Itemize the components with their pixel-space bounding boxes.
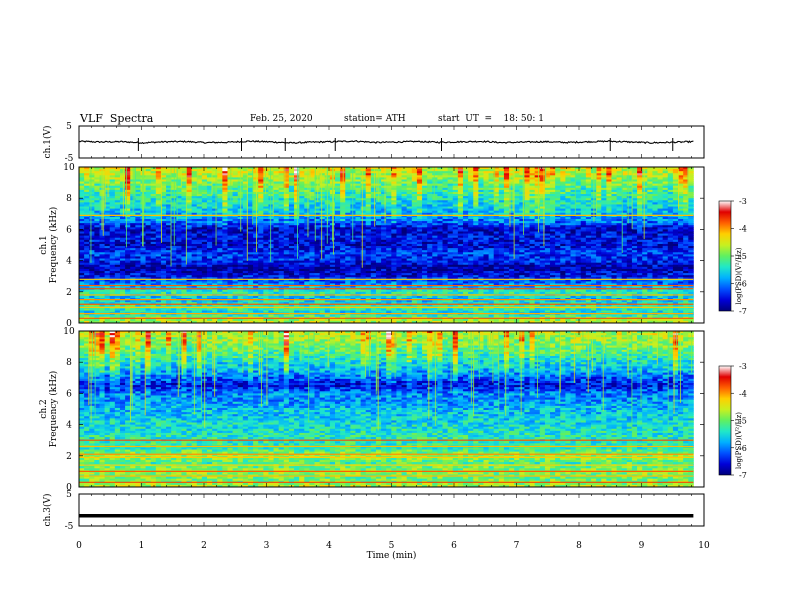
ch1-spectrogram-y-tick-label: 0	[66, 319, 72, 329]
ch2-spectrogram-colorbar	[718, 365, 732, 476]
ch1-y-tick-label: -5	[65, 154, 74, 164]
ch1-spectrogram-colorbar-tick-label: -3	[739, 197, 747, 206]
ch2-spectrogram-y-tick-label: 8	[66, 358, 72, 368]
ch1-spectrogram-colorbar	[718, 200, 732, 312]
ch2-spectrogram-colorbar-label: log(PSD)(V²/Hz)	[735, 412, 743, 469]
ch1-y-axis-label: ch.1(V)	[42, 126, 53, 159]
ch1-spectrogram-y-tick-label: 10	[63, 163, 75, 173]
figure-title: VLF Spectra	[80, 112, 154, 125]
ch1-spectrogram-cells	[79, 167, 694, 324]
x-tick-label: 4	[326, 541, 332, 551]
x-tick-label: 9	[639, 541, 645, 551]
x-tick-label: 3	[264, 541, 270, 551]
ch1-spectrogram-y-tick-label: 2	[66, 288, 72, 298]
ch2-spectrogram-colorbar-tick-label: -7	[739, 471, 747, 480]
ch1-spectrogram-colorbar-tick-label: -5	[739, 252, 747, 261]
ch2-spectrogram-y-tick-label: 10	[63, 327, 75, 337]
ch1-spectrogram-y-tick-label: 4	[66, 257, 72, 267]
ch3-y-tick-label: -5	[65, 522, 74, 532]
x-tick-label: 2	[201, 541, 207, 551]
ch1-spectrogram-channel-label: ch.1	[39, 235, 49, 254]
ch1-spectrogram-colorbar-tick-label: -4	[739, 225, 747, 234]
ch2-spectrogram-colorbar-tick-label: -4	[739, 389, 747, 398]
x-tick-label: 10	[698, 541, 710, 551]
ch1-spectrogram-colorbar-tick-label: -7	[739, 307, 747, 316]
ch1-spectrogram-y-tick-label: 6	[66, 225, 72, 235]
x-tick-label: 0	[76, 541, 82, 551]
ch3-waveform-frame	[78, 493, 705, 527]
ch1-spectrogram-colorbar-label: log(PSD)(V²/Hz)	[735, 247, 743, 304]
x-axis-label: Time (min)	[367, 550, 417, 561]
x-tick-label: 8	[576, 541, 582, 551]
ch1-waveform-line	[78, 139, 694, 145]
ch1-spectrogram-y-axis-label: Frequency (kHz)	[48, 207, 59, 284]
ch1-spectrogram-colorbar-tick-label: -6	[739, 280, 747, 289]
ch1-spectrogram-y-tick-label: 8	[66, 194, 72, 204]
ch2-spectrogram-colorbar-tick-label: -3	[739, 362, 747, 371]
x-tick-label: 6	[451, 541, 457, 551]
ch2-spectrogram-y-tick-label: 4	[66, 421, 72, 431]
ch3-y-axis-label: ch.3(V)	[42, 494, 53, 527]
x-tick-label: 7	[514, 541, 520, 551]
ch2-spectrogram-y-tick-label: 6	[66, 389, 72, 399]
ch2-spectrogram-y-tick-label: 2	[66, 452, 72, 462]
x-tick-label: 5	[389, 541, 395, 551]
x-tick-label: 1	[139, 541, 145, 551]
date-label: Feb. 25, 2020	[250, 114, 313, 124]
station-label: station= ATH	[344, 114, 406, 124]
ch2-spectrogram-y-tick-label: 0	[66, 483, 72, 493]
start-time-label: start UT = 18: 50: 1	[438, 114, 544, 124]
ch2-spectrogram-channel-label: ch.2	[39, 399, 49, 418]
ch2-spectrogram-colorbar-tick-label: -6	[739, 444, 747, 453]
ch2-spectrogram-colorbar-tick-label: -5	[739, 417, 747, 426]
ch1-y-tick-label: 5	[66, 122, 72, 132]
ch2-spectrogram-y-axis-label: Frequency (kHz)	[48, 371, 59, 448]
ch2-spectrogram-cells	[79, 331, 694, 488]
ch3-y-tick-label: 5	[66, 490, 72, 500]
